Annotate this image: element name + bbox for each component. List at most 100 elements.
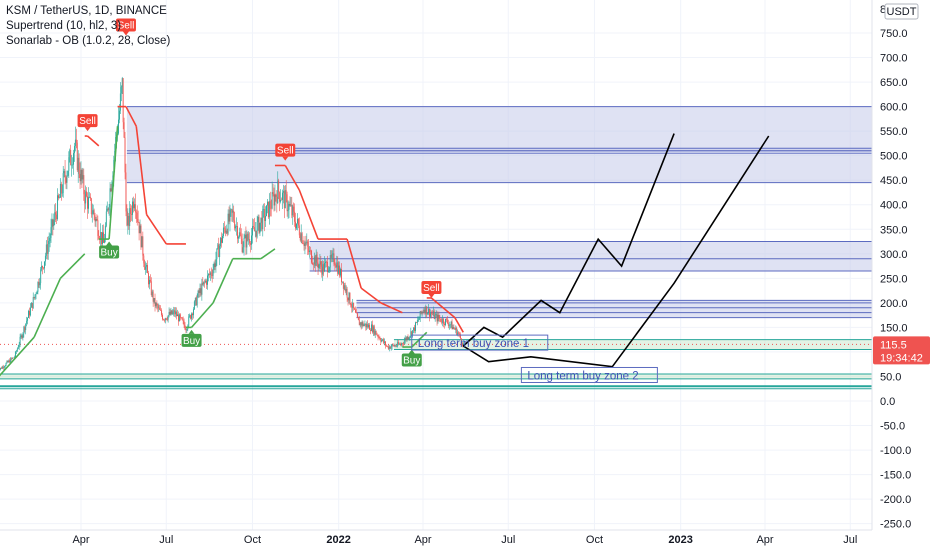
candle-body xyxy=(203,281,205,285)
candle-body xyxy=(231,209,233,213)
price-tick-label: 750.0 xyxy=(880,28,908,40)
candle-body xyxy=(400,343,402,345)
candle-body xyxy=(246,233,248,248)
candle-body xyxy=(124,137,126,173)
candle-body xyxy=(425,306,427,314)
candle-body xyxy=(147,265,148,274)
candle-body xyxy=(408,337,410,340)
candle-body xyxy=(234,220,236,229)
candle-body xyxy=(257,216,259,222)
candle-body xyxy=(58,195,59,199)
candle-body xyxy=(326,261,327,263)
candle-body xyxy=(111,182,113,192)
candle-body xyxy=(72,164,74,166)
candle-body xyxy=(413,327,415,331)
price-tick-label: -250.0 xyxy=(880,519,911,531)
candle-body xyxy=(341,268,342,283)
candle-body xyxy=(51,219,53,228)
candle-body xyxy=(262,209,264,230)
candle-body xyxy=(106,208,108,212)
candle-body xyxy=(118,119,119,134)
candle-body xyxy=(26,320,28,324)
candle-body xyxy=(453,327,455,329)
candle-body xyxy=(360,322,362,326)
signal-badge xyxy=(181,333,202,347)
currency-badge-text: USDT xyxy=(887,6,917,18)
candle-body xyxy=(63,171,65,174)
candle-body xyxy=(366,324,368,328)
candle-body xyxy=(390,346,392,349)
legend-symbol[interactable]: KSM / TetherUS, 1D, BINANCE xyxy=(6,5,167,17)
candle-body xyxy=(295,221,297,229)
signal-label: Sell xyxy=(423,283,440,294)
candle-body xyxy=(340,268,341,276)
price-tick-label: -150.0 xyxy=(880,470,911,482)
candle-body xyxy=(401,343,403,344)
price-tick-label: 0.0 xyxy=(880,396,895,408)
candle-body xyxy=(341,281,343,283)
candle-body xyxy=(80,169,82,182)
candle-body xyxy=(179,314,181,318)
time-tick-label: Oct xyxy=(244,534,261,546)
signal-badge xyxy=(421,280,442,294)
candle-body xyxy=(441,321,443,323)
candle-body xyxy=(162,314,163,320)
time-axis[interactable]: Apr Jul Oct 2022 Apr Jul Oct 2023 Apr Jul xyxy=(0,529,872,550)
candle-body xyxy=(338,265,340,274)
candle-body xyxy=(345,288,347,292)
signal-label: Buy xyxy=(100,248,117,259)
time-tick-label: Jul xyxy=(843,534,857,546)
candle-body xyxy=(173,310,175,313)
candle-body xyxy=(159,307,161,310)
candle-body xyxy=(183,320,185,326)
legend-sonarlab-ob[interactable]: Sonarlab - OB (1.0.2, 28, Close) xyxy=(6,35,171,47)
candle-body xyxy=(230,209,232,211)
candle-body xyxy=(11,358,13,359)
candle-body xyxy=(121,78,123,88)
candle-body xyxy=(446,319,448,323)
candle-body xyxy=(205,280,207,283)
candle-body xyxy=(306,241,308,244)
candle-body xyxy=(190,315,192,319)
candle-body xyxy=(56,214,58,220)
candle-body xyxy=(81,169,83,180)
candle-body xyxy=(237,226,238,239)
legend-supertrend[interactable]: Supertrend (10, hl2, 3) xyxy=(6,20,122,32)
candle-body xyxy=(128,215,130,227)
order-block-zones xyxy=(0,106,873,390)
candle-body xyxy=(184,325,186,330)
candle-body xyxy=(101,232,103,245)
signal-badge xyxy=(77,114,98,128)
signal-label: Sell xyxy=(79,116,96,127)
candle-body xyxy=(342,281,344,289)
candle-body xyxy=(436,314,438,322)
candle-body xyxy=(442,318,444,323)
time-tick-label: Jul xyxy=(159,534,173,546)
candle-body xyxy=(237,236,239,239)
candle-body xyxy=(143,255,145,264)
candle-body xyxy=(100,232,102,240)
candle-body xyxy=(20,335,22,337)
price-axis[interactable]: 750.0 700.0 650.0 600.0 550.0 500.0 450.0 400.0… xyxy=(871,0,932,550)
candle-body xyxy=(102,232,104,245)
candle-body xyxy=(367,324,369,328)
candle-body xyxy=(319,261,321,265)
candle-body xyxy=(364,323,366,325)
candle-body xyxy=(359,322,361,326)
candle-body xyxy=(46,244,48,254)
candle-body xyxy=(372,326,374,333)
candle-body xyxy=(244,234,246,239)
price-tick-label: 550.0 xyxy=(880,126,908,138)
candle-body xyxy=(35,294,37,295)
time-tick-label: Apr xyxy=(414,534,431,546)
candle-body xyxy=(170,310,172,315)
candle-body xyxy=(157,305,159,309)
candle-body xyxy=(92,210,94,214)
candle-body xyxy=(259,222,261,233)
candle-body xyxy=(291,205,293,216)
signal-badge xyxy=(401,353,422,367)
candle-body xyxy=(177,314,179,322)
candle-body xyxy=(414,327,416,331)
candle-body xyxy=(67,170,69,176)
